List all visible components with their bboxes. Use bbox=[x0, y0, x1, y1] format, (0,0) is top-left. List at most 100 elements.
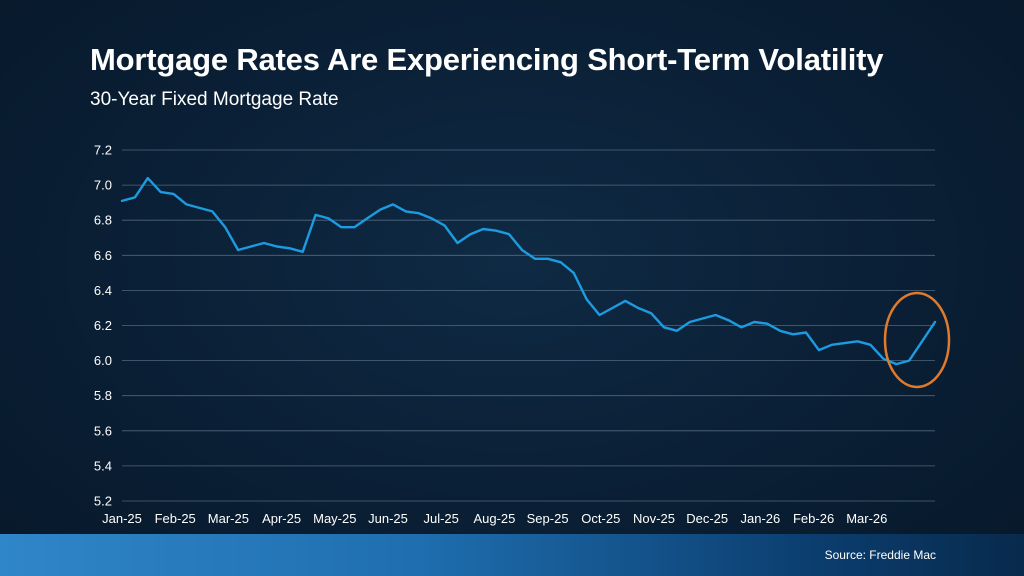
data-point bbox=[211, 210, 213, 212]
data-point bbox=[766, 323, 768, 325]
data-point bbox=[740, 326, 742, 328]
data-point bbox=[198, 207, 200, 209]
data-point bbox=[882, 358, 884, 360]
y-tick-label: 7.0 bbox=[94, 178, 112, 193]
x-tick-label: Sep-25 bbox=[527, 511, 569, 526]
data-point bbox=[792, 333, 794, 335]
data-point bbox=[521, 249, 523, 251]
data-point bbox=[444, 224, 446, 226]
x-tick-label: Nov-25 bbox=[633, 511, 675, 526]
x-tick-label: Apr-25 bbox=[262, 511, 301, 526]
data-point bbox=[482, 228, 484, 230]
data-point bbox=[857, 340, 859, 342]
data-point bbox=[263, 242, 265, 244]
x-tick-label: May-25 bbox=[313, 511, 356, 526]
data-point bbox=[805, 332, 807, 334]
data-point bbox=[676, 330, 678, 332]
data-point bbox=[753, 321, 755, 323]
x-tick-label: Dec-25 bbox=[686, 511, 728, 526]
data-point bbox=[237, 249, 239, 251]
x-tick-label: Aug-25 bbox=[473, 511, 515, 526]
y-tick-label: 6.8 bbox=[94, 213, 112, 228]
data-point bbox=[818, 349, 820, 351]
data-point bbox=[779, 330, 781, 332]
data-point bbox=[573, 272, 575, 274]
chart-title: Mortgage Rates Are Experiencing Short-Te… bbox=[90, 42, 884, 77]
x-tick-label: Feb-26 bbox=[793, 511, 834, 526]
y-tick-label: 6.0 bbox=[94, 353, 112, 368]
data-point bbox=[121, 200, 123, 202]
data-point bbox=[173, 193, 175, 195]
data-point bbox=[392, 203, 394, 205]
data-point bbox=[147, 177, 149, 179]
data-point bbox=[302, 251, 304, 253]
grid-lines bbox=[122, 149, 935, 502]
data-point bbox=[224, 226, 226, 228]
highlight-circle bbox=[883, 291, 951, 389]
data-point bbox=[831, 344, 833, 346]
data-point bbox=[186, 203, 188, 205]
data-point bbox=[134, 196, 136, 198]
y-tick-label: 5.2 bbox=[94, 494, 112, 509]
data-point bbox=[560, 261, 562, 263]
x-tick-label: Mar-25 bbox=[208, 511, 249, 526]
data-point bbox=[934, 321, 936, 323]
data-point bbox=[250, 246, 252, 248]
y-tick-label: 5.8 bbox=[94, 388, 112, 403]
data-point bbox=[366, 217, 368, 219]
y-tick-label: 6.6 bbox=[94, 248, 112, 263]
y-tick-label: 6.2 bbox=[94, 318, 112, 333]
series-layer bbox=[120, 176, 937, 366]
data-point bbox=[315, 214, 317, 216]
x-tick-label: Jan-26 bbox=[741, 511, 781, 526]
x-tick-label: Oct-25 bbox=[581, 511, 620, 526]
x-tick-label: Jun-25 bbox=[368, 511, 408, 526]
data-point bbox=[869, 344, 871, 346]
data-point bbox=[728, 319, 730, 321]
data-point bbox=[431, 217, 433, 219]
data-point bbox=[921, 340, 923, 342]
data-point bbox=[650, 312, 652, 314]
y-tick-label: 6.4 bbox=[94, 283, 112, 298]
chart-subtitle: 30-Year Fixed Mortgage Rate bbox=[90, 89, 339, 110]
y-tick-label: 5.6 bbox=[94, 423, 112, 438]
data-point bbox=[534, 258, 536, 260]
data-point bbox=[418, 212, 420, 214]
data-point bbox=[495, 230, 497, 232]
data-point bbox=[702, 317, 704, 319]
data-point bbox=[405, 210, 407, 212]
data-point bbox=[457, 242, 459, 244]
data-point bbox=[598, 314, 600, 316]
mortgage-rate-line bbox=[120, 176, 937, 366]
y-tick-label: 7.2 bbox=[94, 143, 112, 158]
source-label: Source: Freddie Mac bbox=[824, 548, 936, 562]
y-axis-ticks: 5.2 5.4 5.6 5.8 6.0 6.2 6.4 6.6 6.8 7.0 7.2 bbox=[94, 143, 112, 509]
data-point bbox=[353, 226, 355, 228]
data-point bbox=[340, 226, 342, 228]
data-point bbox=[379, 209, 381, 211]
data-point bbox=[844, 342, 846, 344]
data-point bbox=[663, 326, 665, 328]
data-point bbox=[586, 298, 588, 300]
data-point bbox=[715, 314, 717, 316]
data-point bbox=[637, 307, 639, 309]
data-point bbox=[895, 363, 897, 365]
data-point bbox=[276, 246, 278, 248]
data-point bbox=[689, 321, 691, 323]
data-point bbox=[289, 247, 291, 249]
data-point bbox=[611, 307, 613, 309]
x-tick-label: Mar-26 bbox=[846, 511, 887, 526]
data-point bbox=[624, 300, 626, 302]
data-point bbox=[327, 217, 329, 219]
footer-band bbox=[0, 534, 1024, 576]
x-axis-ticks: Jan-25 Feb-25 Mar-25 Apr-25 May-25 Jun-25 Jul-… bbox=[102, 511, 887, 526]
x-tick-label: Jan-25 bbox=[102, 511, 142, 526]
data-point bbox=[160, 191, 162, 193]
annotation-layer bbox=[883, 291, 951, 389]
data-point bbox=[508, 233, 510, 235]
data-point bbox=[908, 360, 910, 362]
x-tick-label: Jul-25 bbox=[423, 511, 458, 526]
y-tick-label: 5.4 bbox=[94, 458, 112, 473]
data-point bbox=[469, 233, 471, 235]
